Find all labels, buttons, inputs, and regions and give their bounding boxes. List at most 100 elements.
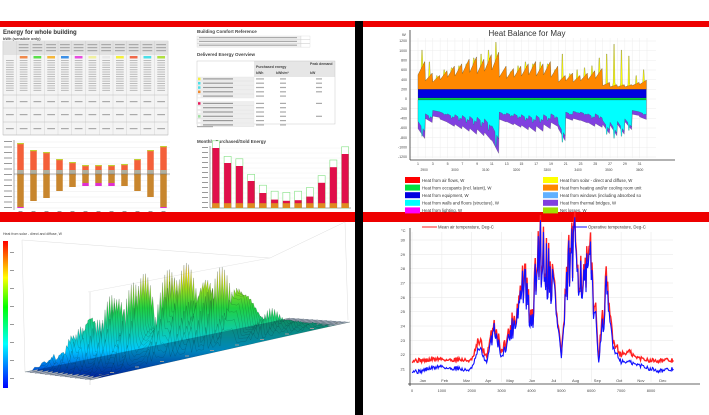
delivered-kwh-m2-value (280, 91, 286, 93)
table-cell-text (33, 71, 42, 73)
table-cell-text (102, 66, 110, 68)
table-cell-text (129, 83, 138, 84)
table-cell-text (143, 128, 152, 130)
heat-balance-title: Heat Balance for May (489, 29, 566, 38)
table-cell-text (157, 87, 165, 89)
table-cell-text (157, 60, 165, 61)
table-cell-text (47, 78, 55, 80)
delivered-kwh-value (256, 124, 264, 126)
table-header-text (18, 47, 29, 49)
y-tick-label: 21 (401, 367, 406, 372)
table-cell-text (74, 83, 83, 84)
table-cell-text (88, 76, 97, 78)
y-tick-label: 800 (401, 59, 407, 63)
legend-swatch (405, 192, 420, 199)
day-tick-label: 15 (519, 162, 523, 166)
peak-demand-header: Peak demand (310, 62, 333, 66)
y-tick-label: 26 (401, 295, 406, 300)
table-header-text (46, 47, 56, 49)
table-cell-text (47, 60, 55, 61)
table-cell-text (47, 83, 55, 84)
table-cell-text (88, 66, 97, 68)
table-cell-text (143, 62, 152, 64)
legend-label: Net losses, W (560, 208, 587, 213)
table-cell-text (74, 87, 83, 89)
table-cell-text (74, 62, 83, 64)
table-cell-text (143, 101, 152, 103)
table-cell-text (102, 78, 110, 80)
table-cell-text (129, 60, 138, 61)
x-tick-label (161, 211, 166, 212)
day-tick-label: 27 (608, 162, 612, 166)
delivered-kwh-m2-value (280, 82, 286, 84)
delivered-energy-table: Purchased energy Peak demand kWh kWh/m² … (196, 60, 336, 128)
y-tick-label: 28 (401, 266, 406, 271)
delivered-kwh-value (256, 95, 264, 97)
delivered-row-color (198, 77, 201, 81)
table-cell-text (129, 76, 138, 78)
month-label: Sep (594, 378, 602, 383)
energy-bar-cap (82, 165, 89, 167)
delivered-kwh-m2-value (280, 124, 286, 126)
y-tick-label (202, 172, 208, 173)
table-cell-text (6, 73, 14, 75)
purchased-energy-bar (341, 154, 349, 208)
day-tick-label: 19 (549, 162, 553, 166)
delivered-kwh-value (256, 82, 264, 84)
x-tick-label (185, 355, 189, 357)
table-cell-text (88, 80, 97, 82)
table-column-color-swatch (33, 56, 42, 59)
walls-series-area (417, 99, 647, 147)
energy-bar-middle (121, 170, 128, 176)
table-column-color-swatch (102, 56, 110, 59)
heat-balance-y-unit: W (402, 32, 406, 37)
table-cell-text (61, 76, 69, 78)
purchased-base-bar (224, 203, 232, 208)
table-cell-text (74, 60, 83, 61)
delivered-row-text (203, 102, 233, 104)
y-tick-label: -600 (400, 126, 407, 130)
kw-header: kW (310, 71, 316, 75)
table-cell-text (143, 80, 152, 82)
month-label: May (506, 378, 514, 383)
table-header-text (60, 47, 70, 49)
table-cell-text (129, 89, 138, 91)
table-cell-text (129, 87, 138, 89)
energy-bar-cap (95, 165, 102, 167)
table-header-text (87, 47, 98, 49)
purchased-energy-bar (329, 167, 337, 208)
purchased-energy-header: Purchased energy (256, 65, 286, 69)
delivered-kw-value (316, 86, 322, 89)
energy-bar-negative (82, 174, 89, 183)
table-cell-text (19, 87, 28, 89)
x-tick-label (135, 211, 140, 212)
table-cell-text (19, 76, 28, 78)
delivered-row-color (198, 90, 201, 94)
table-column-color-swatch (157, 56, 165, 59)
y-tick-label (202, 202, 208, 203)
energy-bar-negative (43, 174, 50, 198)
delivered-kwh-m2-value (280, 95, 286, 97)
table-column-color-swatch (129, 56, 138, 59)
x-tick-label (83, 211, 88, 212)
energy-bar-cap (134, 159, 141, 161)
month-label: Jul (551, 378, 556, 383)
table-cell-text (33, 66, 42, 68)
x-tick-label (310, 328, 314, 329)
table-cell-text (157, 114, 165, 116)
x-tick-label: 3600 (636, 168, 644, 172)
table-cell-text (19, 69, 28, 71)
delivered-kwh-value (256, 102, 264, 104)
delivered-kwh-m2-value (280, 102, 286, 104)
table-cell-text (129, 66, 138, 68)
energy-bar-negative (69, 174, 76, 187)
delivered-kw-value (316, 82, 322, 84)
energy-bar-lighting (82, 183, 89, 186)
delivered-row-text (203, 115, 233, 117)
y-tick-label: 29 (401, 252, 406, 257)
y-tick-label (4, 174, 12, 175)
day-tick-label: 9 (476, 162, 478, 166)
table-cell-text (157, 64, 165, 66)
table-cell-text (61, 80, 69, 82)
day-tick-label: 11 (490, 162, 494, 166)
